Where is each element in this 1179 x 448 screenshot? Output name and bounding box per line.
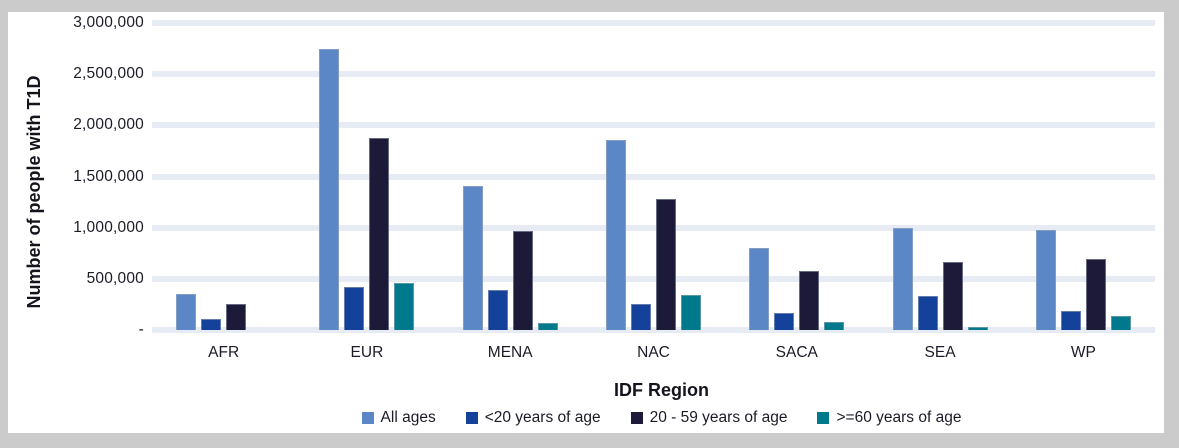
bar (369, 138, 389, 330)
legend-item: >=60 years of age (817, 409, 961, 427)
bar (488, 290, 508, 330)
bar (918, 296, 938, 330)
bar (1036, 230, 1056, 330)
gridline (152, 71, 1155, 78)
bar (774, 313, 794, 330)
category-label: NAC (637, 344, 670, 361)
legend-label: >=60 years of age (836, 409, 962, 426)
y-tick-label: - (138, 321, 144, 338)
bar (656, 199, 676, 330)
bar (176, 294, 196, 330)
bar (1061, 311, 1081, 330)
legend-item: <20 years of age (465, 409, 601, 427)
y-tick-label: 2,500,000 (73, 65, 144, 83)
bar (606, 140, 626, 330)
bar (824, 322, 844, 330)
y-tick-label: 3,000,000 (73, 14, 144, 31)
legend-label: 20 - 59 years of age (649, 409, 788, 426)
y-tick-label: 1,500,000 (73, 167, 144, 185)
gridline (152, 122, 1155, 129)
category-label: MENA (487, 344, 533, 361)
bar (943, 262, 963, 330)
bar (681, 295, 701, 330)
bar (1086, 259, 1106, 330)
legend-swatch-icon (817, 412, 830, 424)
y-tick-label: 500,000 (86, 269, 144, 287)
y-tick-label: 2,000,000 (73, 116, 144, 134)
category-label: WP (1070, 344, 1096, 361)
legend-swatch-icon (630, 412, 643, 424)
bar (344, 287, 364, 330)
gridline (152, 20, 1155, 26)
legend: All ages <20 years of age 20 - 59 years of… (160, 409, 1163, 427)
bar (749, 248, 769, 330)
bar (319, 49, 339, 330)
chart-panel: Number of people with T1D IDF Region All… (8, 12, 1164, 433)
y-tick-label: 1,000,000 (73, 218, 144, 236)
bar (968, 327, 988, 330)
category-label: AFR (208, 344, 240, 361)
bar (1111, 316, 1131, 330)
legend-label: <20 years of age (484, 409, 601, 426)
gridline (152, 327, 1155, 333)
category-label: SEA (924, 344, 956, 361)
x-axis-title: IDF Region (614, 380, 709, 400)
legend-item: 20 - 59 years of age (630, 409, 788, 427)
gridline (152, 224, 1155, 231)
category-label: SACA (775, 344, 818, 361)
bar (538, 323, 558, 330)
bar (799, 271, 819, 330)
legend-item: All ages (361, 409, 436, 427)
bar (893, 228, 913, 330)
bar (226, 304, 246, 330)
legend-swatch-icon (361, 412, 374, 424)
bar (631, 304, 651, 330)
gridline (152, 173, 1155, 180)
bar (463, 186, 483, 330)
bar (201, 319, 221, 330)
legend-swatch-icon (465, 412, 478, 424)
y-axis-title: Number of people with T1D (24, 75, 44, 309)
gridline (152, 275, 1155, 282)
category-label: EUR (350, 344, 384, 361)
bar (513, 231, 533, 330)
bar (394, 283, 414, 330)
legend-label: All ages (380, 409, 436, 426)
